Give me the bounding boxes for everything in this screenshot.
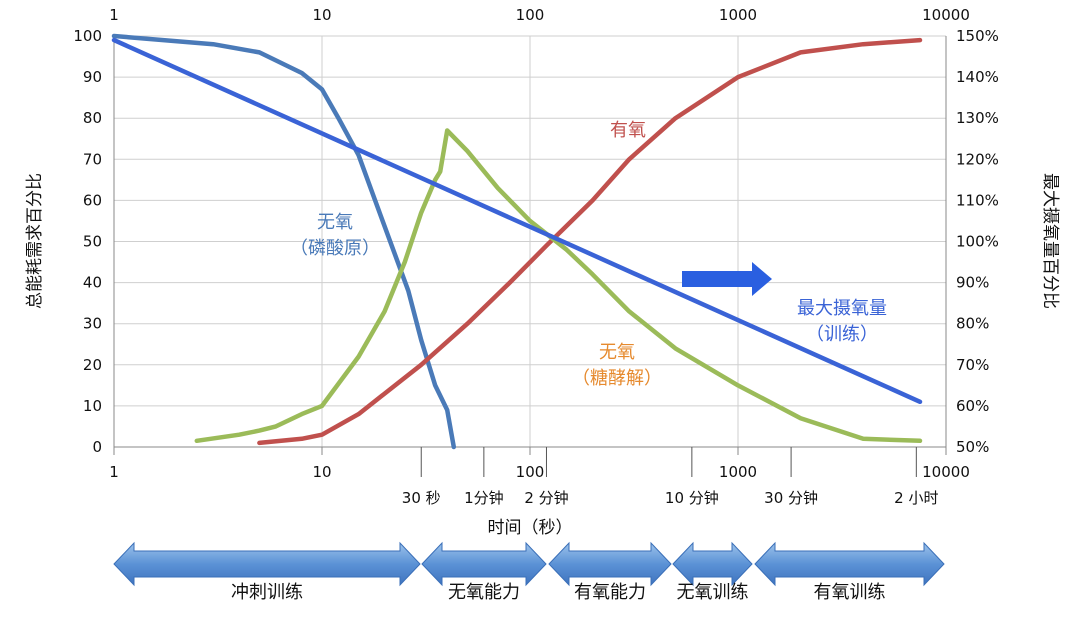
- top-x-tick-label: 10: [312, 6, 331, 24]
- y2-tick-label: 80%: [956, 315, 989, 333]
- series-line: [111, 33, 457, 450]
- x-axis-label: 时间（秒）: [488, 518, 573, 538]
- top-x-tick-label: 10000: [922, 6, 970, 24]
- y-tick-label: 100: [73, 27, 102, 45]
- training-band-arrow: 无氧训练: [672, 541, 753, 603]
- series-annotation: 最大摄氧量: [797, 298, 887, 319]
- series-annotation: 无氧: [317, 212, 353, 233]
- double-arrow-icon: [548, 541, 672, 587]
- y-tick-label: 40: [83, 274, 102, 292]
- double-arrow-icon: [113, 541, 421, 587]
- training-band-label: 有氧训练: [814, 582, 886, 603]
- training-band-label: 有氧能力: [574, 582, 646, 603]
- time-marker-label: 10 分钟: [665, 489, 719, 507]
- time-marker-label: 30 分钟: [764, 489, 818, 507]
- axes: 0 10 20 30 40 50 60 70 80 90 100 50% 60% 70% 80% 90% 100…: [73, 6, 999, 507]
- series-annotation: （磷酸原）: [290, 238, 380, 259]
- x-tick-label: 1000: [719, 463, 757, 481]
- top-x-tick-label: 100: [516, 6, 545, 24]
- training-band-arrow: 无氧能力: [421, 541, 547, 603]
- training-band-arrow: 冲刺训练: [113, 541, 421, 603]
- y2-tick-label: 50%: [956, 438, 989, 456]
- training-band-label: 冲刺训练: [231, 582, 303, 603]
- x-tick-label: 10: [312, 463, 331, 481]
- y-axis-label: 总能耗需求百分比: [25, 173, 45, 309]
- y-tick-label: 80: [83, 109, 102, 127]
- y2-tick-label: 100%: [956, 233, 999, 251]
- y-tick-label: 10: [83, 397, 102, 415]
- training-band-arrow: 有氧能力: [548, 541, 672, 603]
- training-band-label: 无氧能力: [448, 582, 520, 603]
- training-band-arrow: 有氧训练: [754, 541, 945, 603]
- y2-tick-label: 130%: [956, 109, 999, 127]
- y2-tick-label: 60%: [956, 397, 989, 415]
- y-tick-label: 20: [83, 356, 102, 374]
- double-arrow-icon: [672, 541, 753, 587]
- series-line: [194, 128, 923, 444]
- top-x-tick-label: 1: [109, 6, 119, 24]
- series-annotation: （糖酵解）: [572, 368, 662, 389]
- y2-tick-label: 110%: [956, 191, 999, 209]
- x-tick-label: 10000: [922, 463, 970, 481]
- y2-tick-label: 150%: [956, 27, 999, 45]
- series-lines: [111, 33, 923, 450]
- double-arrow-icon: [754, 541, 945, 587]
- time-marker-label: 2 分钟: [524, 489, 568, 507]
- y-tick-label: 0: [92, 438, 102, 456]
- y-tick-label: 30: [83, 315, 102, 333]
- series-line: [111, 37, 923, 405]
- series-annotation: 无氧: [599, 342, 635, 363]
- direction-arrow-icon: [682, 262, 772, 296]
- y2-tick-label: 120%: [956, 150, 999, 168]
- y-tick-label: 60: [83, 191, 102, 209]
- y-tick-label: 50: [83, 233, 102, 251]
- y-tick-label: 70: [83, 150, 102, 168]
- y2-tick-label: 70%: [956, 356, 989, 374]
- training-bands: 冲刺训练 无氧能力 有氧能力 无氧训练 有氧训练: [113, 541, 945, 603]
- y2-tick-label: 90%: [956, 274, 989, 292]
- double-arrow-icon: [421, 541, 547, 587]
- y-tick-label: 90: [83, 68, 102, 86]
- series-annotation: 有氧: [610, 120, 646, 141]
- y2-tick-label: 140%: [956, 68, 999, 86]
- series-line: [257, 37, 923, 446]
- series-annotation: （训练）: [806, 324, 878, 345]
- time-marker-label: 30 秒: [402, 489, 441, 507]
- y2-axis-label: 最大摄氧量百分比: [1040, 173, 1060, 309]
- training-band-label: 无氧训练: [677, 582, 749, 603]
- x-tick-label: 1: [109, 463, 119, 481]
- top-x-tick-label: 1000: [719, 6, 757, 24]
- time-marker-label: 1分钟: [464, 489, 504, 507]
- time-marker-label: 2 小时: [894, 489, 938, 507]
- x-tick-label: 100: [516, 463, 545, 481]
